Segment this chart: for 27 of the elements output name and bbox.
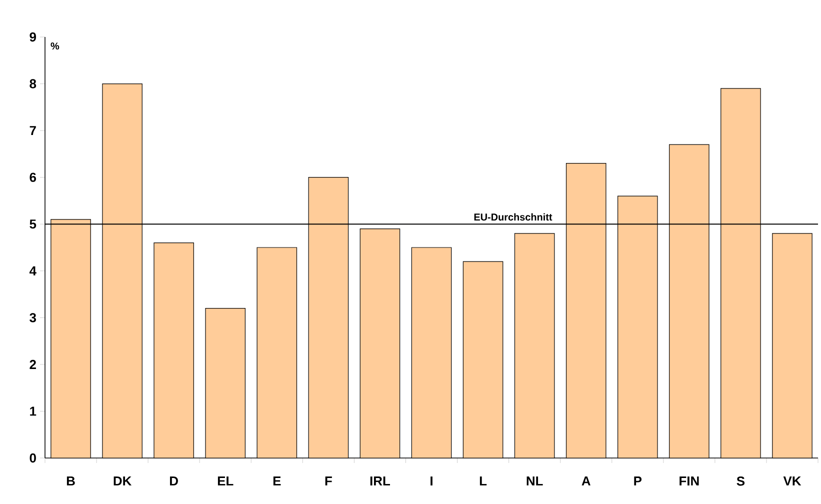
y-tick-label: 8 xyxy=(30,79,36,88)
x-tick-label: EL xyxy=(218,476,234,486)
x-tick-label: L xyxy=(480,476,487,486)
y-tick-label: 6 xyxy=(30,172,36,182)
y-tick-label: 2 xyxy=(30,360,36,369)
x-tick-label: F xyxy=(325,476,332,486)
y-tick-label: 5 xyxy=(30,220,36,229)
x-tick-label: FIN xyxy=(680,476,699,486)
y-tick-label: 3 xyxy=(30,313,36,322)
x-tick-label: A xyxy=(582,476,590,486)
y-tick-label: 7 xyxy=(30,126,36,136)
x-tick-label: VK xyxy=(783,476,802,486)
y-tick-label: 0 xyxy=(30,453,36,463)
x-tick-label: S xyxy=(736,476,745,486)
y-tick-label: 4 xyxy=(29,266,36,276)
x-tick-label: B xyxy=(66,476,75,486)
x-tick-label: P xyxy=(634,476,642,486)
ref-line-label: EU-Durchschnitt xyxy=(474,213,552,221)
y-tick-label: 9 xyxy=(30,32,36,42)
x-tick-label: IRL xyxy=(370,476,390,486)
x-tick-label: NL xyxy=(526,476,543,486)
x-tick-label: D xyxy=(170,476,178,486)
x-tick-label: DK xyxy=(114,476,132,486)
x-tick-label: I xyxy=(430,476,432,486)
y-tick-label: 1 xyxy=(30,406,36,416)
x-tick-label: E xyxy=(273,476,281,486)
y-axis-title: % xyxy=(50,42,60,50)
